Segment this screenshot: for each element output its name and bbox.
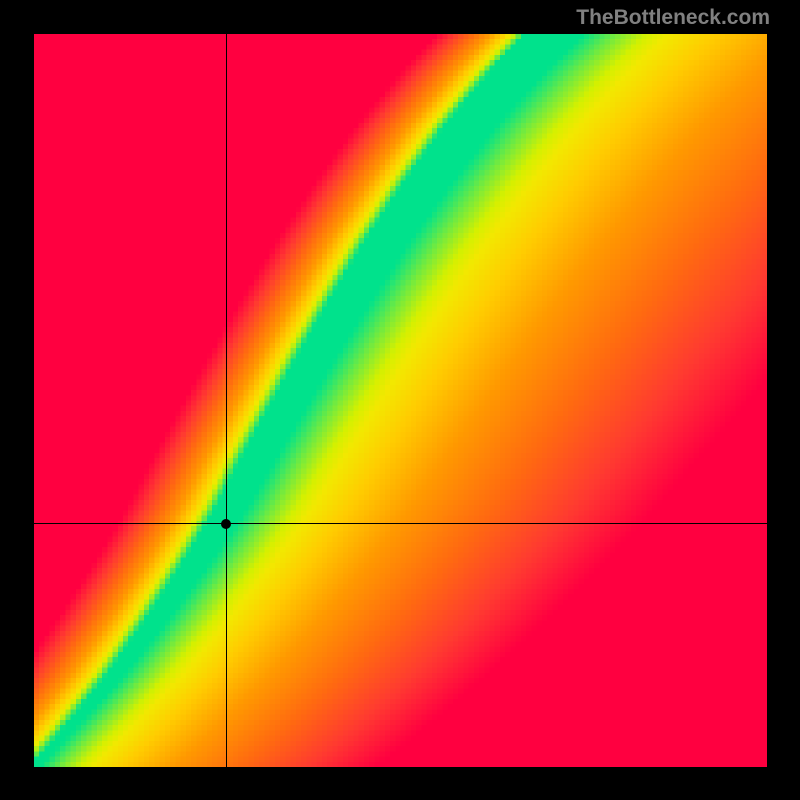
plot-area bbox=[34, 34, 767, 767]
marker-dot bbox=[221, 519, 231, 529]
attribution-text: TheBottleneck.com bbox=[576, 6, 770, 30]
crosshair-horizontal bbox=[34, 523, 767, 524]
heatmap-canvas bbox=[34, 34, 767, 767]
crosshair-vertical bbox=[226, 34, 227, 767]
figure-container: TheBottleneck.com bbox=[0, 0, 800, 800]
